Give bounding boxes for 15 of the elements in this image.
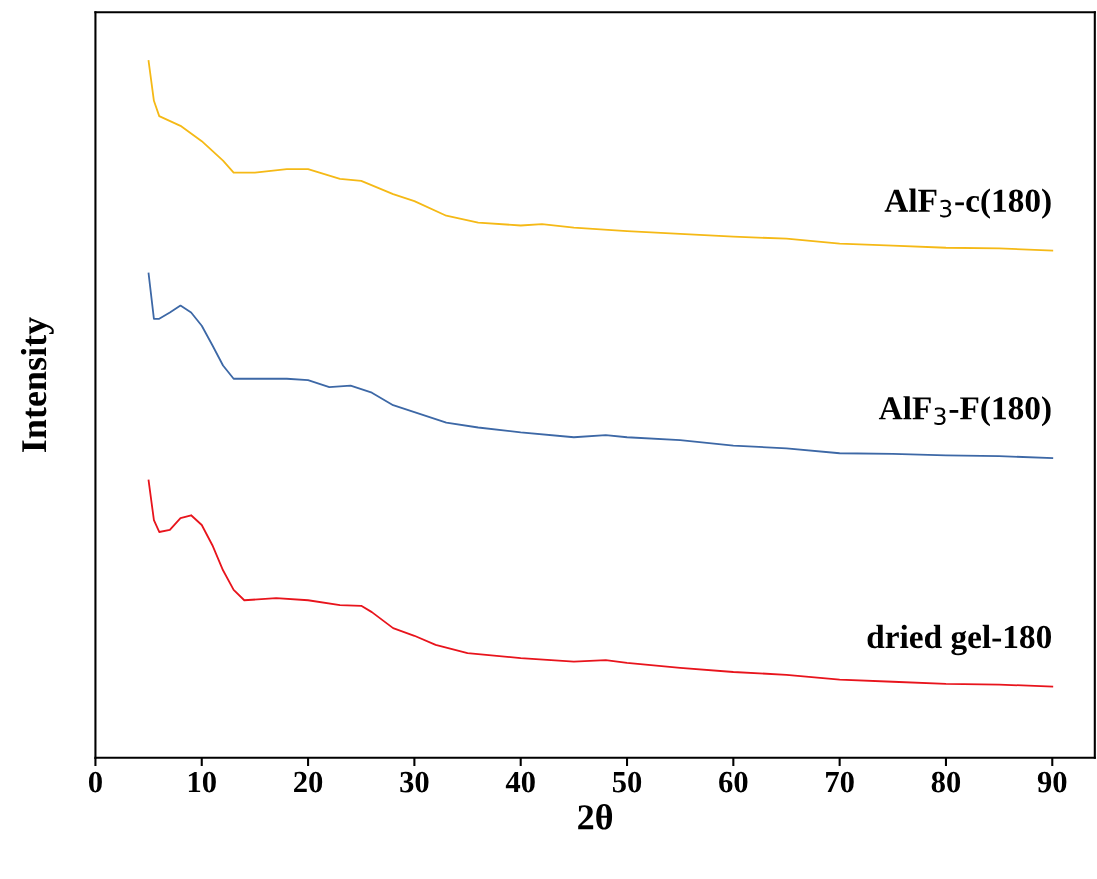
x-tick-label: 30 (400, 771, 429, 793)
series-label: AlF$_{3}$-c(180) (884, 188, 1051, 219)
x-tick-label: 50 (612, 771, 642, 793)
y-axis-title: Intensity (20, 317, 54, 452)
x-tick-label: 0 (88, 771, 102, 793)
x-tick-label: 90 (1037, 771, 1067, 793)
series-label: dried gel-180 (867, 624, 1052, 656)
x-tick-label: 40 (505, 771, 535, 793)
x-tick-label: 60 (719, 771, 748, 793)
x-tick-label: 70 (826, 771, 854, 793)
x-axis-title: 2θ (578, 803, 613, 830)
x-tick-label: 10 (188, 771, 216, 793)
x-tick-label: 20 (294, 771, 323, 793)
x-tick-label: 80 (931, 771, 961, 793)
series-label: AlF$_{3}$-F(180) (878, 396, 1051, 427)
